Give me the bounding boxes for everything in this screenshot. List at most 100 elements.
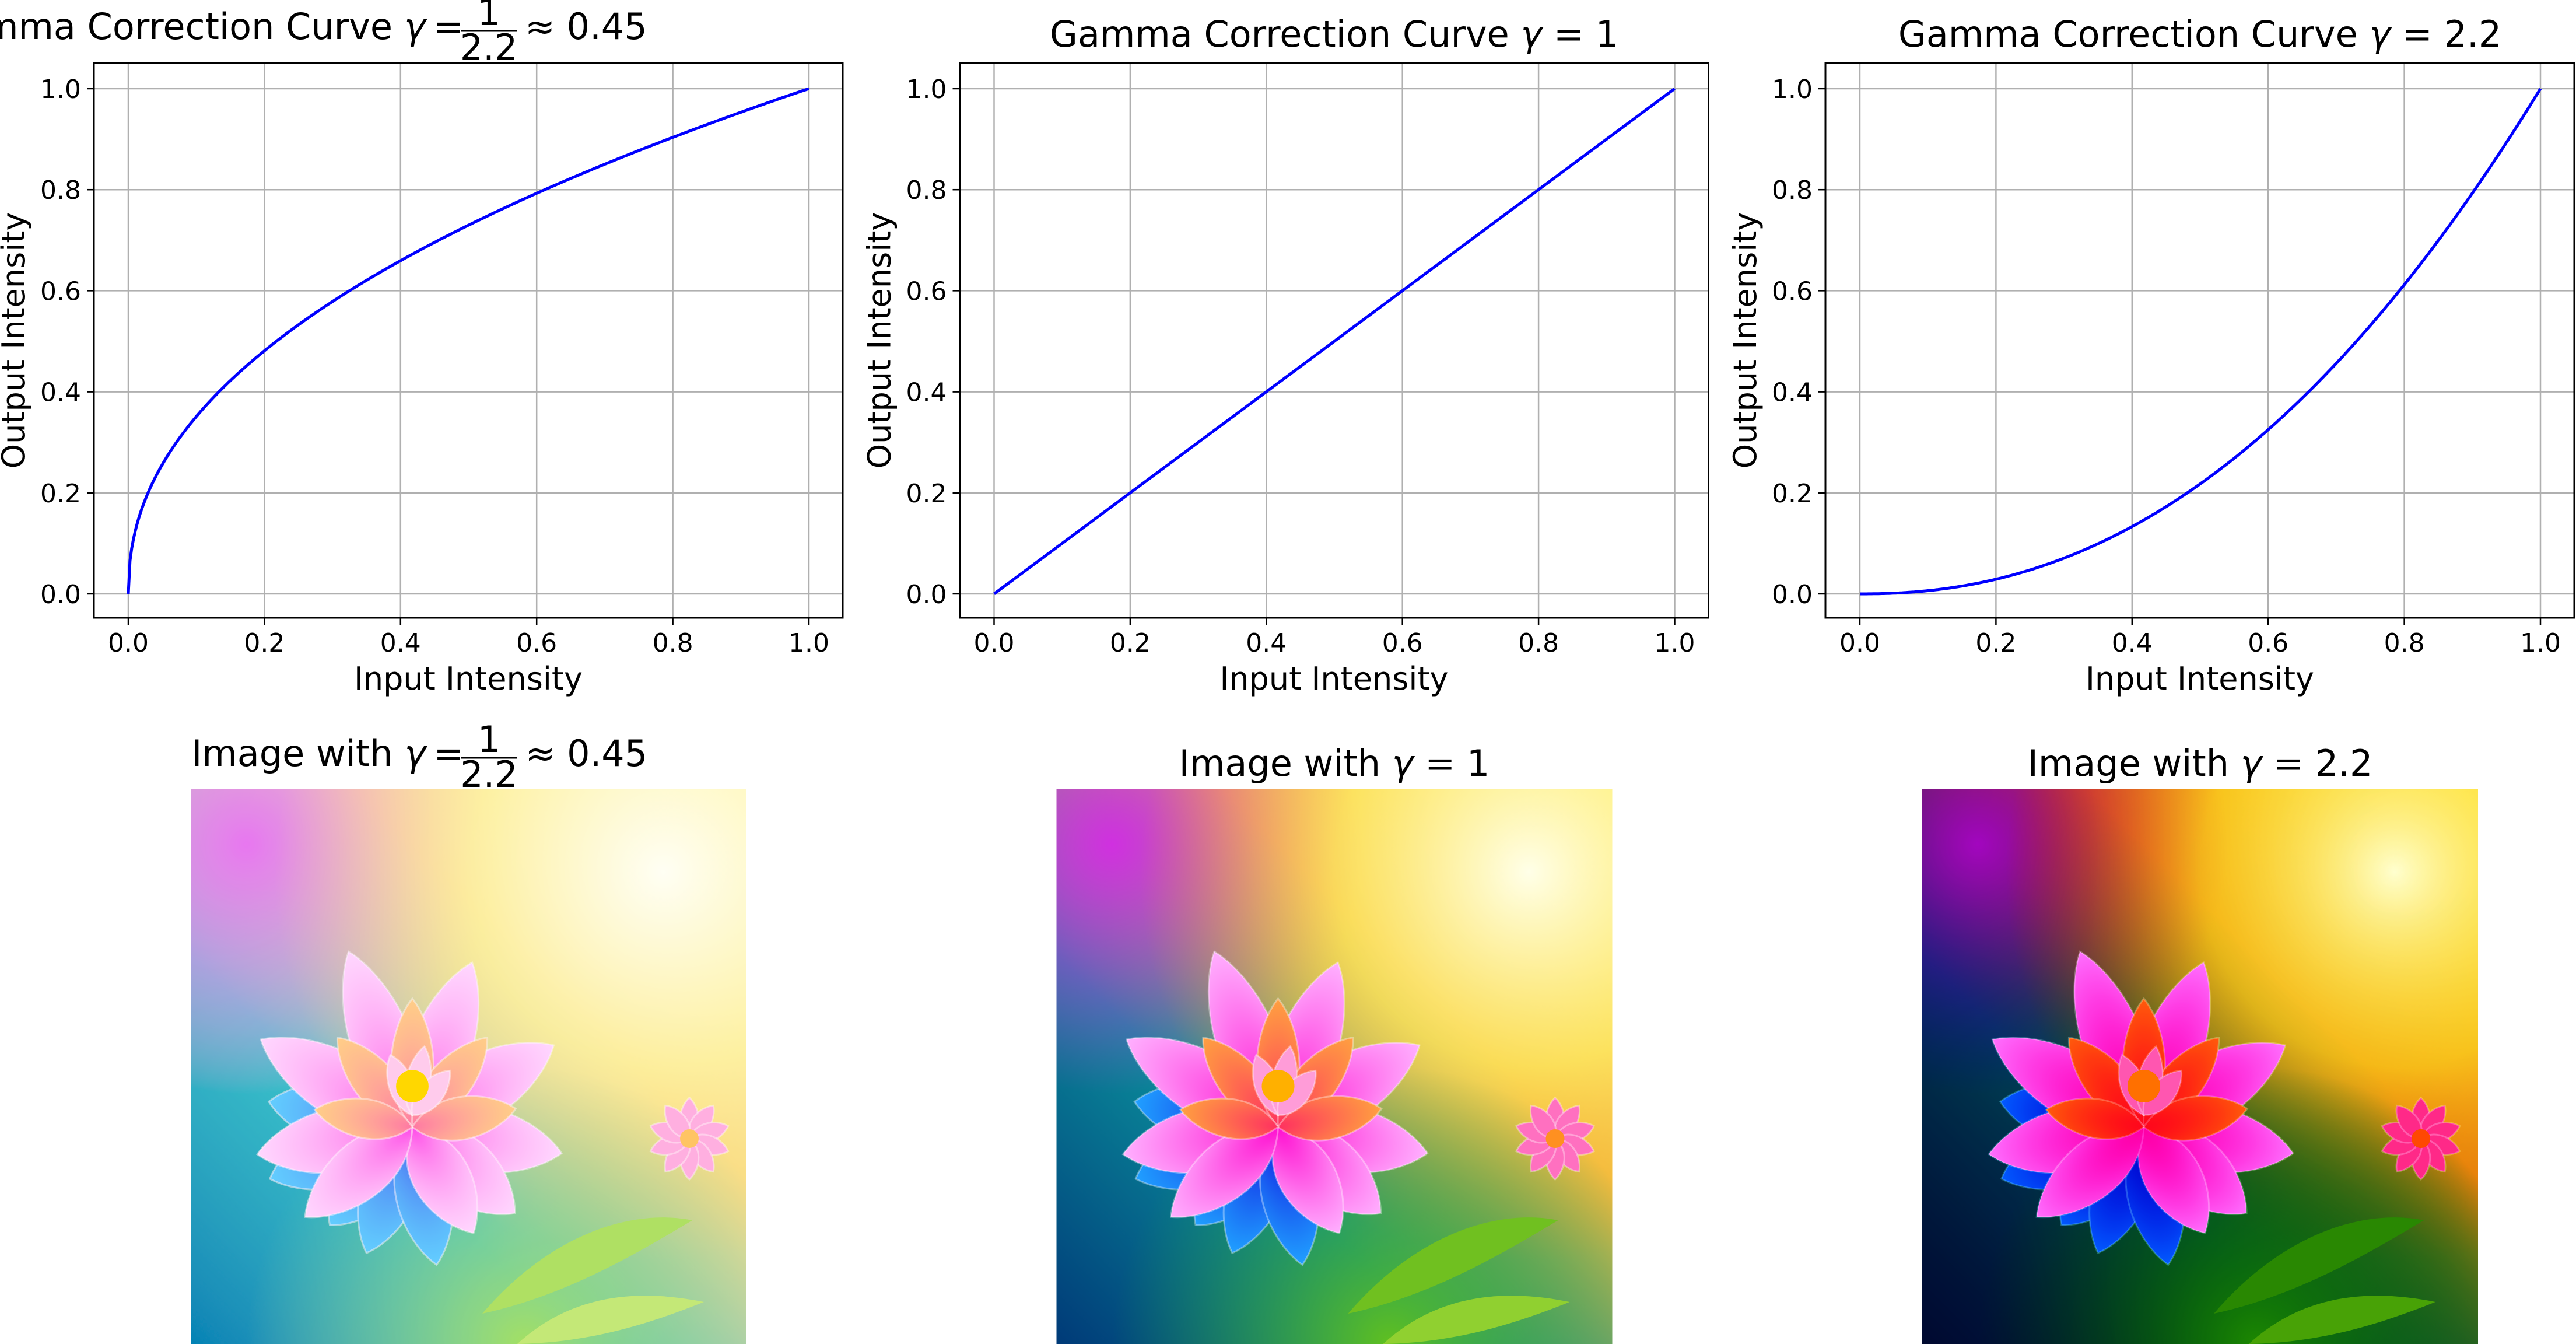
title: Image with γ = 12.2 ≈ 0.45 <box>191 718 647 796</box>
y-tick-label: 1.0 <box>906 75 947 104</box>
leaf <box>1348 1217 1558 1314</box>
y-axis-label: Output Intensity <box>1727 212 1764 469</box>
orange-petal <box>2045 1097 2146 1140</box>
title-gamma: γ <box>1380 742 1415 785</box>
orange-petal <box>2143 1095 2249 1142</box>
y-tick-label: 0.4 <box>40 378 81 408</box>
leaf <box>1383 1296 1570 1344</box>
title: Image with γ = 1 <box>1179 742 1490 785</box>
leaf <box>2214 1217 2424 1314</box>
x-tick-label: 0.0 <box>974 628 1015 658</box>
y-axis-label: Output Intensity <box>0 212 32 469</box>
x-tick-label: 0.8 <box>653 628 693 658</box>
x-axis-label: Input Intensity <box>1219 660 1448 697</box>
fraction-numerator: 1 <box>478 718 500 761</box>
x-tick-label: 0.4 <box>1246 628 1287 658</box>
pink-petal <box>2137 1126 2210 1234</box>
title-value: 2.2 <box>2304 742 2372 785</box>
orange-petal <box>1179 1097 1280 1140</box>
gamma-image-panel-1: Image with γ = 12.2 ≈ 0.45 <box>191 718 746 1344</box>
fraction-denominator: 2.2 <box>460 26 518 69</box>
pink-petal <box>1271 1126 1344 1234</box>
y-tick-label: 0.8 <box>40 176 81 205</box>
title: Gamma Correction Curve γ= 12.2≈ 0.45 <box>0 0 647 69</box>
x-tick-label: 0.0 <box>108 628 149 658</box>
small-flower-petal <box>664 1104 692 1140</box>
gamma-curve-plot-1: 0.0 0.2 0.4 0.6 0.8 1.0 0.0 0.2 0.4 0.6 0.8 1.0 Inpu… <box>0 0 844 697</box>
small-flower-center <box>1545 1129 1565 1148</box>
gamma-curve-line <box>993 88 1676 595</box>
y-tick-label: 0.6 <box>1772 276 1813 306</box>
fraction-numerator: 1 <box>477 0 500 34</box>
gamma-curve-line <box>127 87 809 594</box>
small-flower-petal <box>2395 1104 2423 1140</box>
pink-petal <box>405 1126 479 1234</box>
title-value: 1 <box>1455 742 1489 785</box>
title-eq: = <box>2262 742 2304 785</box>
title-prefix: Image with <box>2028 742 2229 785</box>
small-flower-petal <box>1530 1104 1557 1140</box>
fraction-denominator: 2.2 <box>460 753 518 796</box>
x-tick-label: 0.8 <box>1518 628 1559 658</box>
title-text: Gamma Correction Curve γ = 1 <box>1050 13 1618 55</box>
equals-sign: = <box>434 732 464 775</box>
x-tick-label: 0.4 <box>380 628 421 658</box>
flower-image <box>1922 789 2478 1344</box>
y-tick-label: 0.6 <box>40 276 81 306</box>
small-flower-center <box>680 1129 699 1148</box>
gamma-curve-plot-3: 0.0 0.2 0.4 0.6 0.8 1.0 0.0 0.2 0.4 0.6 0.8 1.0 Inpu… <box>1727 13 2575 697</box>
x-tick-label: 1.0 <box>1655 628 1695 658</box>
title-gamma: γ <box>2358 13 2393 55</box>
title-eq: = <box>2391 13 2433 55</box>
flower-image <box>191 789 746 1344</box>
gamma-curve-plot-2: 0.0 0.2 0.4 0.6 0.8 1.0 0.0 0.2 0.4 0.6 0.8 1.0 Inpu… <box>861 13 1709 697</box>
title-approx: ≈ 0.45 <box>525 732 648 775</box>
orange-petal <box>313 1097 414 1140</box>
title-text: Image with γ = 2.2 <box>2028 742 2373 785</box>
title-eq: = <box>1542 13 1584 55</box>
title: Image with γ = 2.2 <box>2028 742 2373 785</box>
y-tick-label: 0.6 <box>906 276 947 306</box>
x-tick-label: 0.0 <box>1839 628 1880 658</box>
title-text: Image with γ = 1 <box>1179 742 1490 785</box>
x-tick-label: 0.2 <box>1110 628 1151 658</box>
leaf <box>482 1217 692 1314</box>
small-flower-center <box>2412 1129 2430 1148</box>
title-prefix: Image with <box>1179 742 1380 785</box>
y-tick-label: 0.2 <box>906 479 947 509</box>
gamma-symbol: γ <box>405 732 428 775</box>
x-tick-label: 0.6 <box>1382 628 1423 658</box>
orange-petal <box>1277 1095 1383 1142</box>
x-tick-label: 0.8 <box>2384 628 2425 658</box>
title: Gamma Correction Curve γ = 1 <box>1050 13 1618 55</box>
y-tick-label: 0.0 <box>1772 580 1813 610</box>
title-value: 1 <box>1584 13 1618 55</box>
x-tick-label: 0.6 <box>516 628 557 658</box>
title-gamma: γ <box>1509 13 1544 55</box>
title-eq: = <box>1414 742 1456 785</box>
leaf <box>2249 1296 2435 1344</box>
axes-frame <box>1824 62 2575 619</box>
title-prefix: Gamma Correction Curve <box>1050 13 1509 55</box>
title: Gamma Correction Curve γ = 2.2 <box>1898 13 2501 55</box>
y-tick-label: 0.4 <box>906 378 947 408</box>
x-tick-label: 1.0 <box>2520 628 2561 658</box>
title-prefix: Gamma Correction Curve <box>0 5 392 48</box>
leaf <box>517 1296 704 1344</box>
orange-petal <box>411 1095 517 1142</box>
y-tick-label: 0.0 <box>40 580 81 610</box>
title-prefix: Image with <box>191 732 392 775</box>
y-tick-label: 0.2 <box>1772 479 1813 509</box>
gamma-symbol: γ <box>404 5 427 48</box>
y-axis-label: Output Intensity <box>861 212 898 469</box>
y-tick-label: 0.0 <box>906 580 947 610</box>
axes-frame <box>959 62 1709 619</box>
x-tick-label: 0.2 <box>244 628 285 658</box>
y-tick-label: 0.8 <box>1772 176 1813 205</box>
y-tick-label: 0.4 <box>1772 378 1813 408</box>
gamma-image-panel-2: Image with γ = 1 <box>1056 742 1613 1344</box>
x-tick-label: 1.0 <box>788 628 829 658</box>
y-tick-label: 0.2 <box>40 479 81 509</box>
title-gamma: γ <box>2229 742 2264 785</box>
